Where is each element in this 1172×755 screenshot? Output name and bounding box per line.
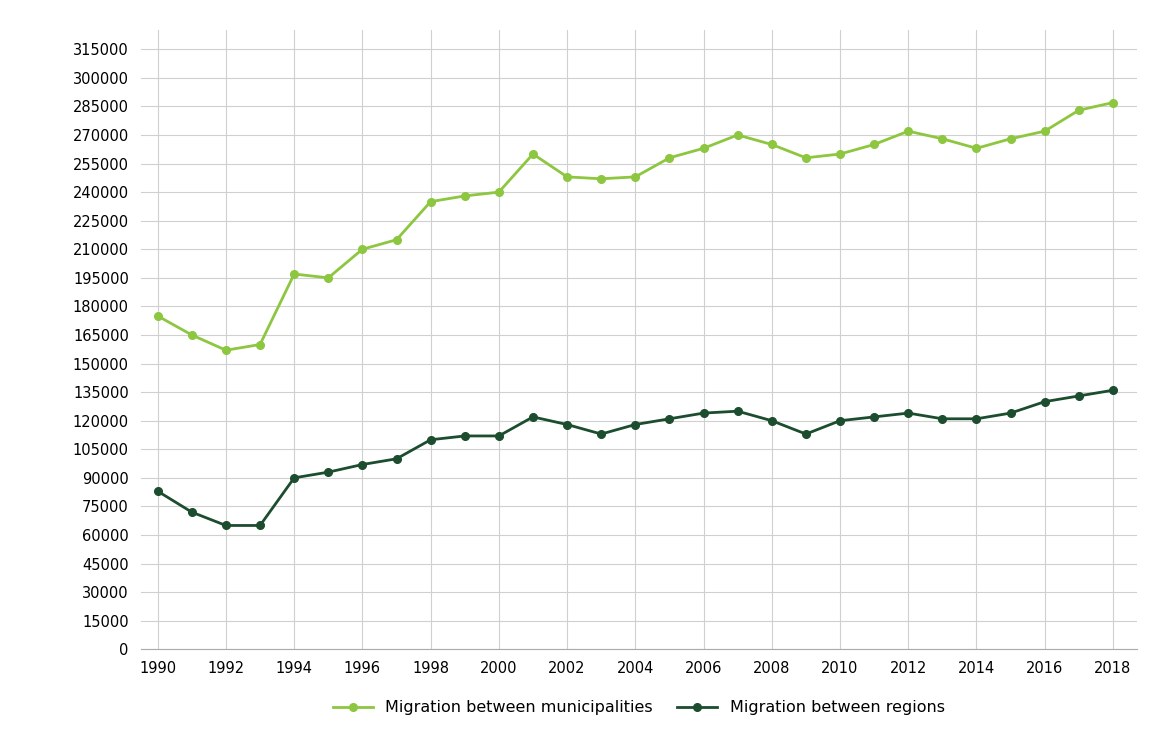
Migration between municipalities xyxy=(423,197,437,206)
Migration between regions xyxy=(287,473,301,482)
Migration between regions xyxy=(935,414,949,424)
Migration between regions xyxy=(355,460,369,469)
Line: Migration between regions: Migration between regions xyxy=(154,387,1117,529)
Migration between regions xyxy=(594,430,608,439)
Migration between municipalities xyxy=(355,245,369,254)
Migration between municipalities xyxy=(628,172,642,181)
Migration between regions xyxy=(969,414,983,424)
Migration between municipalities xyxy=(492,187,506,196)
Migration between regions xyxy=(730,407,744,416)
Migration between municipalities xyxy=(799,153,813,162)
Migration between municipalities xyxy=(1106,98,1120,107)
Migration between municipalities xyxy=(1037,127,1051,136)
Migration between regions xyxy=(560,420,574,429)
Migration between regions xyxy=(185,507,199,516)
Migration between municipalities xyxy=(765,140,779,149)
Migration between municipalities xyxy=(458,192,472,201)
Migration between municipalities xyxy=(969,143,983,153)
Migration between regions xyxy=(833,416,847,425)
Migration between municipalities xyxy=(1072,106,1086,115)
Migration between regions xyxy=(423,435,437,444)
Migration between regions xyxy=(1106,386,1120,395)
Migration between regions xyxy=(628,420,642,429)
Migration between municipalities xyxy=(389,236,403,245)
Migration between municipalities xyxy=(833,149,847,159)
Migration between municipalities xyxy=(867,140,881,149)
Migration between regions xyxy=(867,412,881,421)
Migration between regions xyxy=(901,408,915,418)
Migration between municipalities xyxy=(696,143,710,153)
Migration between municipalities xyxy=(185,331,199,340)
Migration between municipalities xyxy=(253,340,267,349)
Migration between regions xyxy=(526,412,540,421)
Migration between municipalities xyxy=(730,131,744,140)
Migration between regions xyxy=(458,431,472,440)
Migration between regions xyxy=(765,416,779,425)
Migration between regions xyxy=(389,455,403,464)
Migration between municipalities xyxy=(287,270,301,279)
Migration between regions xyxy=(662,414,676,424)
Migration between regions xyxy=(253,521,267,530)
Migration between municipalities xyxy=(219,346,233,355)
Migration between municipalities xyxy=(935,134,949,143)
Migration between municipalities xyxy=(901,127,915,136)
Migration between municipalities xyxy=(662,153,676,162)
Migration between municipalities xyxy=(1003,134,1017,143)
Migration between regions xyxy=(321,467,335,476)
Migration between regions xyxy=(151,487,165,496)
Migration between municipalities xyxy=(526,149,540,159)
Line: Migration between municipalities: Migration between municipalities xyxy=(154,99,1117,354)
Migration between regions xyxy=(799,430,813,439)
Migration between municipalities xyxy=(560,172,574,181)
Migration between regions xyxy=(219,521,233,530)
Migration between regions xyxy=(696,408,710,418)
Migration between regions xyxy=(1003,408,1017,418)
Migration between municipalities xyxy=(151,311,165,320)
Migration between municipalities xyxy=(594,174,608,183)
Legend: Migration between municipalities, Migration between regions: Migration between municipalities, Migrat… xyxy=(326,694,952,722)
Migration between regions xyxy=(492,431,506,440)
Migration between regions xyxy=(1037,397,1051,406)
Migration between municipalities xyxy=(321,273,335,282)
Migration between regions xyxy=(1072,391,1086,400)
